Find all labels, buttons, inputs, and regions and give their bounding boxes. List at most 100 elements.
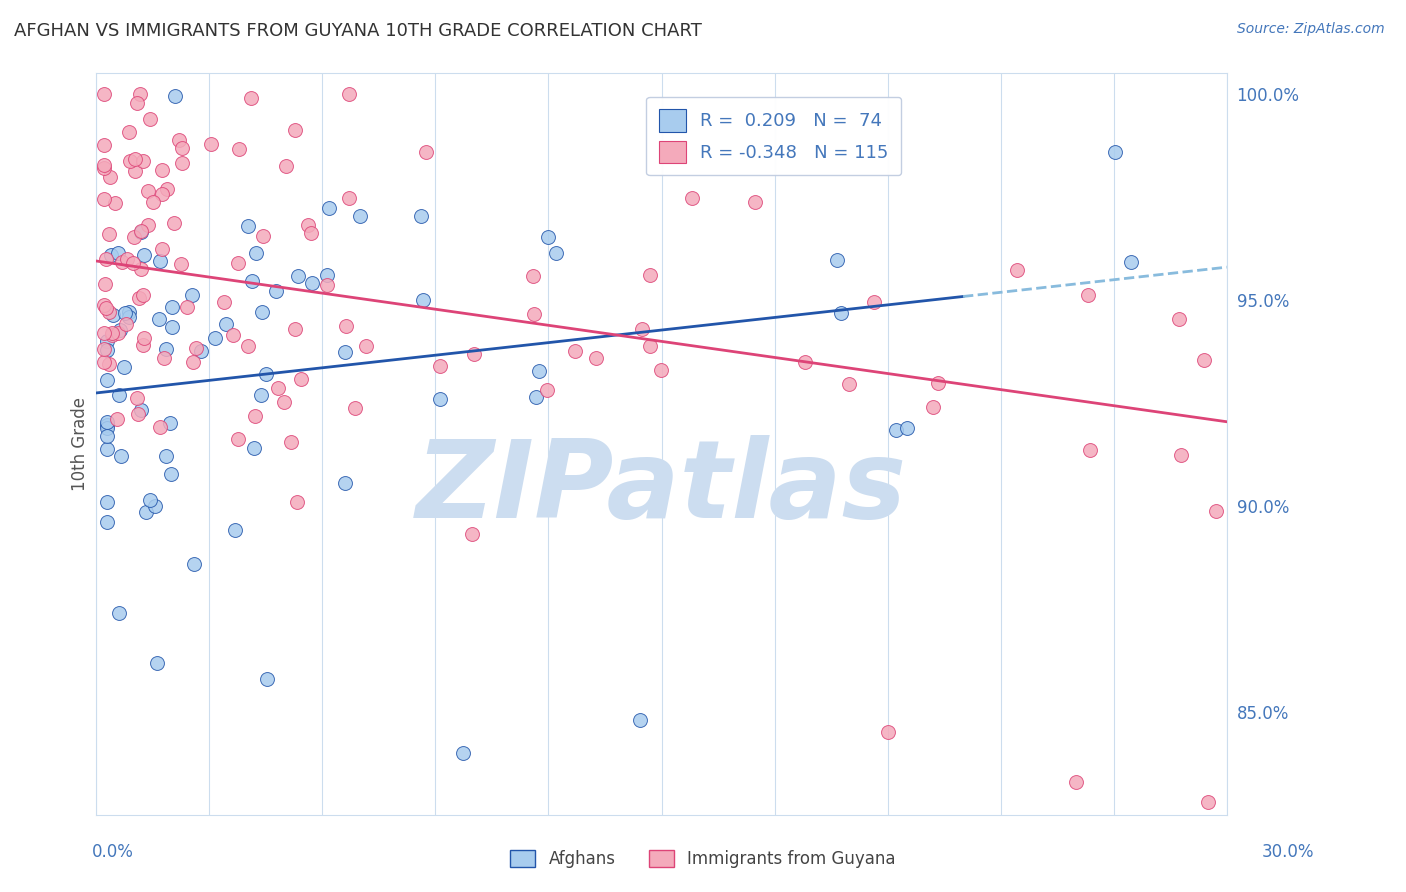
- Point: [461, 527, 484, 541]
- Point: [149, 420, 172, 434]
- Point: [129, 261, 152, 276]
- Point: [97, 227, 120, 242]
- Point: [107, 326, 129, 340]
- Point: [132, 288, 155, 302]
- Point: [284, 321, 307, 335]
- Point: [96, 442, 118, 456]
- Point: [544, 245, 567, 260]
- Point: [96, 516, 118, 530]
- Point: [863, 294, 886, 309]
- Point: [315, 277, 337, 292]
- Point: [127, 391, 149, 405]
- Point: [149, 254, 172, 268]
- Point: [524, 390, 547, 404]
- Point: [204, 331, 226, 345]
- Point: [93, 192, 115, 206]
- Point: [463, 347, 485, 361]
- Point: [1104, 145, 1126, 159]
- Point: [628, 713, 651, 727]
- Point: [245, 246, 267, 260]
- Point: [335, 319, 357, 334]
- Point: [537, 230, 560, 244]
- Point: [132, 248, 155, 262]
- Point: [585, 351, 607, 365]
- Point: [243, 441, 266, 455]
- Point: [129, 225, 152, 239]
- Point: [104, 196, 127, 211]
- Point: [226, 432, 249, 446]
- Point: [170, 257, 193, 271]
- Point: [290, 371, 312, 385]
- Point: [112, 360, 135, 375]
- Point: [96, 343, 118, 357]
- Point: [744, 195, 766, 210]
- Point: [1119, 254, 1142, 268]
- Point: [98, 170, 121, 185]
- Point: [927, 376, 949, 390]
- Point: [1005, 262, 1028, 277]
- Point: [825, 252, 848, 267]
- Legend: R =  0.209   N =  74, R = -0.348   N = 115: R = 0.209 N = 74, R = -0.348 N = 115: [647, 97, 901, 175]
- Point: [349, 209, 371, 223]
- Point: [150, 187, 173, 202]
- Point: [121, 255, 143, 269]
- Point: [429, 392, 451, 407]
- Point: [316, 268, 339, 283]
- Point: [136, 184, 159, 198]
- Text: AFGHAN VS IMMIGRANTS FROM GUYANA 10TH GRADE CORRELATION CHART: AFGHAN VS IMMIGRANTS FROM GUYANA 10TH GR…: [14, 22, 702, 40]
- Point: [412, 293, 434, 307]
- Point: [252, 228, 274, 243]
- Point: [429, 359, 451, 374]
- Point: [169, 133, 191, 147]
- Point: [155, 450, 177, 464]
- Point: [93, 343, 115, 357]
- Point: [156, 181, 179, 195]
- Point: [415, 145, 437, 159]
- Point: [354, 339, 377, 353]
- Point: [118, 310, 141, 325]
- Point: [301, 276, 323, 290]
- Point: [128, 87, 150, 101]
- Text: ZIPatlas: ZIPatlas: [416, 435, 907, 541]
- Point: [681, 190, 703, 204]
- Point: [228, 142, 250, 156]
- Point: [522, 269, 544, 284]
- Point: [96, 429, 118, 443]
- Point: [884, 423, 907, 437]
- Point: [190, 344, 212, 359]
- Point: [274, 159, 297, 173]
- Point: [139, 112, 162, 127]
- Point: [238, 339, 260, 353]
- Point: [150, 163, 173, 178]
- Point: [838, 377, 860, 392]
- Point: [118, 305, 141, 319]
- Point: [115, 252, 138, 266]
- Point: [107, 387, 129, 401]
- Point: [200, 137, 222, 152]
- Point: [105, 412, 128, 426]
- Point: [240, 274, 263, 288]
- Point: [111, 255, 134, 269]
- Point: [129, 223, 152, 237]
- Point: [523, 307, 546, 321]
- Point: [249, 388, 271, 402]
- Point: [143, 500, 166, 514]
- Point: [236, 219, 259, 233]
- Point: [285, 495, 308, 509]
- Point: [93, 326, 115, 341]
- Point: [138, 493, 160, 508]
- Point: [120, 153, 142, 168]
- Point: [337, 87, 360, 101]
- Point: [239, 91, 262, 105]
- Point: [536, 383, 558, 397]
- Point: [128, 291, 150, 305]
- Point: [96, 334, 118, 349]
- Point: [280, 434, 302, 449]
- Point: [124, 153, 146, 167]
- Point: [93, 298, 115, 312]
- Point: [1077, 288, 1099, 302]
- Point: [214, 317, 236, 331]
- Point: [98, 305, 121, 319]
- Point: [125, 96, 148, 111]
- Point: [114, 306, 136, 320]
